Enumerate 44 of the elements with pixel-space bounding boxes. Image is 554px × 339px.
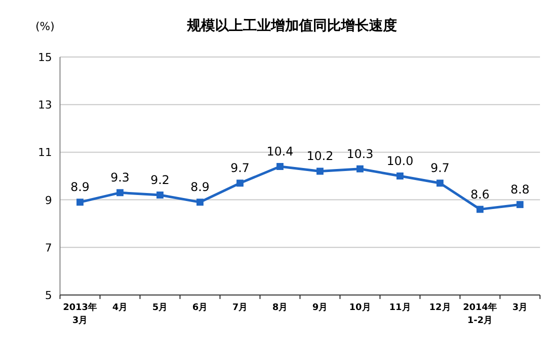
point [196, 198, 204, 206]
x-tick-label: 6月 [192, 302, 208, 313]
data-label: 10.0 [386, 154, 414, 168]
y-axis-title: (%) [35, 20, 55, 33]
data-label: 9.7 [230, 161, 250, 176]
data-label: 9.3 [110, 170, 130, 185]
x-tick-label: 2013年 3月 [62, 302, 98, 326]
x-tick-label: 5月 [152, 302, 168, 313]
chart-title: 规模以上工业增加值同比增长速度 [186, 17, 397, 34]
point [356, 165, 364, 172]
y-tick-label: 15 [38, 51, 52, 64]
point [516, 201, 524, 208]
data-label: 10.4 [266, 144, 294, 158]
x-tick-label: 11月 [389, 302, 411, 313]
point [276, 162, 284, 170]
point [76, 198, 84, 206]
data-label: 8.8 [510, 182, 530, 197]
y-tick-label: 7 [45, 241, 52, 254]
y-tick-label: 5 [45, 289, 52, 302]
data-label: 9.7 [430, 161, 450, 176]
y-tick-label: 9 [45, 194, 52, 207]
x-tick-label: 9月 [312, 302, 328, 313]
data-label: 10.2 [306, 149, 334, 164]
x-tick-label: 8月 [272, 302, 288, 313]
point [156, 192, 164, 199]
point [316, 168, 324, 175]
data-label: 8.9 [190, 180, 210, 194]
point [436, 180, 444, 187]
point [396, 172, 404, 180]
data-label: 10.3 [346, 146, 374, 161]
x-tick-label: 4月 [112, 302, 128, 313]
x-tick-label: 7月 [232, 302, 248, 313]
data-label: 9.2 [150, 173, 170, 188]
point [236, 180, 244, 187]
data-label: 8.6 [470, 187, 490, 202]
x-tick-label: 3月 [512, 302, 528, 313]
data-label: 8.9 [70, 180, 90, 194]
x-tick-label: 10月 [349, 302, 371, 313]
y-tick-label: 11 [38, 146, 52, 160]
point [476, 206, 484, 213]
y-tick-label: 13 [38, 98, 52, 112]
x-tick-label: 2014年 1-2月 [462, 302, 498, 326]
x-tick-label: 12月 [429, 302, 451, 313]
point [116, 189, 124, 196]
